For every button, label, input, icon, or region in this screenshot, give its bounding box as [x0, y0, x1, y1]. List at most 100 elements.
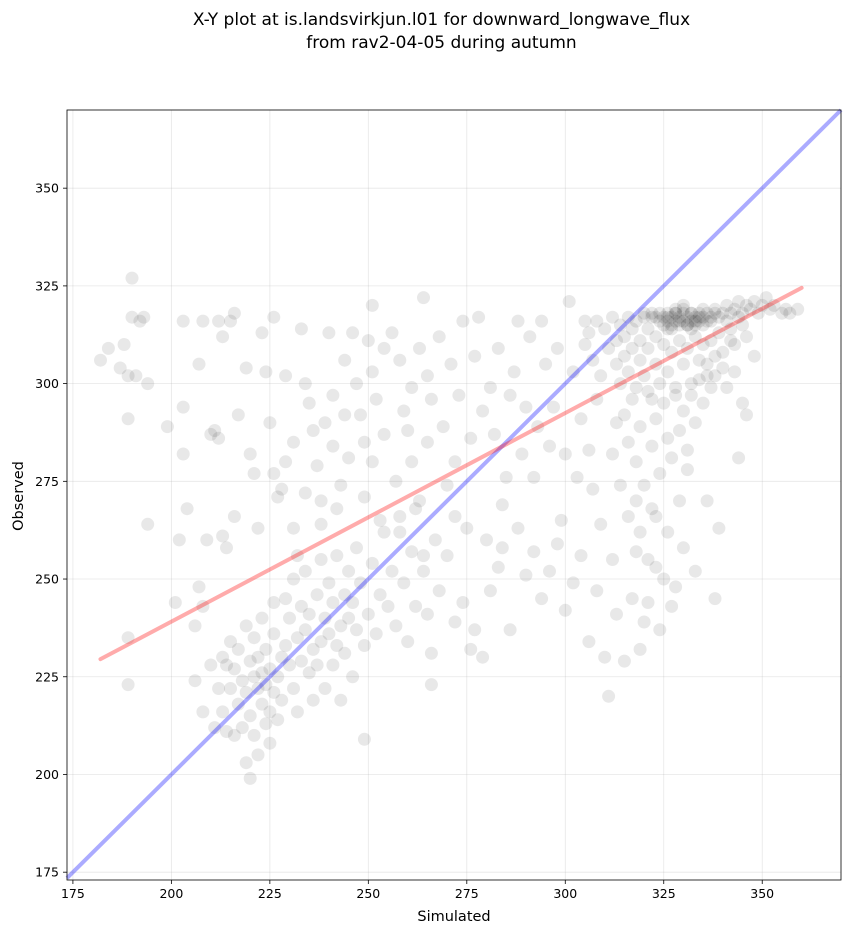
- y-axis-label: Observed: [11, 461, 27, 531]
- scatter-point: [531, 420, 545, 434]
- scatter-point: [460, 521, 474, 535]
- scatter-point: [405, 455, 419, 469]
- scatter-point: [617, 654, 631, 668]
- scatter-point: [704, 381, 718, 394]
- scatter-point: [665, 451, 679, 465]
- scatter-point: [326, 388, 340, 402]
- regression-fit-line: [98, 285, 804, 662]
- scatter-point: [298, 377, 312, 391]
- scatter-point: [306, 424, 320, 437]
- scatter-point: [495, 541, 509, 555]
- scatter-point: [318, 611, 332, 625]
- scatter-point: [511, 314, 525, 328]
- scatter-point: [204, 427, 218, 441]
- scatter-point: [550, 537, 564, 551]
- scatter-point: [247, 467, 261, 480]
- scatter-point: [629, 455, 643, 469]
- scatter-point: [314, 517, 328, 531]
- scatter-point: [342, 564, 356, 578]
- scatter-point: [712, 326, 726, 340]
- scatter-point: [141, 377, 155, 391]
- scatter-point: [491, 341, 505, 355]
- scatter-point: [688, 310, 702, 324]
- scatter-point: [200, 533, 214, 547]
- y-tick-label: 225: [35, 669, 59, 684]
- scatter-point: [696, 310, 710, 324]
- scatter-point: [357, 639, 371, 652]
- scatter-point: [720, 298, 734, 312]
- scatter-point: [704, 314, 718, 328]
- scatter-point: [263, 416, 277, 430]
- scatter-point: [519, 400, 533, 414]
- scatter-point: [440, 549, 454, 563]
- scatter-point: [586, 353, 600, 367]
- scatter-point: [574, 549, 588, 563]
- scatter-point: [235, 721, 249, 735]
- scatter-point: [196, 599, 210, 613]
- scatter-point: [491, 560, 505, 574]
- scatter-point: [732, 451, 746, 465]
- scatter-point: [350, 541, 363, 555]
- scatter-point: [523, 330, 537, 344]
- scatter-point: [724, 334, 738, 348]
- scatter-point: [456, 596, 470, 609]
- scatter-point: [676, 302, 690, 316]
- scatter-point: [243, 654, 257, 668]
- scatter-point: [476, 650, 490, 664]
- scatter-point: [369, 627, 383, 641]
- scatter-point: [334, 478, 348, 492]
- scatter-point: [255, 697, 269, 711]
- scatter-point: [357, 435, 371, 449]
- scatter-point: [216, 529, 230, 543]
- scatter-point: [728, 338, 742, 351]
- scatter-point: [649, 357, 663, 371]
- scatter-point: [216, 330, 230, 344]
- scatter-point: [377, 427, 391, 441]
- scatter-point: [688, 330, 702, 344]
- y-tick-label: 250: [35, 572, 59, 587]
- scatter-point: [661, 306, 675, 320]
- scatter-point: [255, 611, 269, 625]
- scatter-point: [381, 599, 395, 613]
- scatter-point: [700, 494, 714, 508]
- scatter-point: [227, 728, 241, 742]
- scatter-point: [495, 498, 509, 512]
- scatter-point: [101, 341, 115, 355]
- scatter-point: [673, 318, 686, 332]
- scatter-point: [535, 592, 549, 606]
- scatter-point: [743, 302, 757, 316]
- scatter-point: [669, 388, 683, 402]
- scatter-point: [673, 494, 686, 508]
- scatter-point: [346, 326, 360, 340]
- scatter-point: [247, 631, 261, 645]
- scatter-point: [334, 619, 348, 633]
- scatter-point: [688, 314, 702, 328]
- scatter-point: [251, 682, 265, 695]
- scatter-point: [653, 623, 667, 637]
- scatter-point: [267, 627, 281, 641]
- scatter-point: [227, 306, 241, 320]
- scatter-point: [629, 494, 643, 508]
- scatter-point: [424, 646, 438, 660]
- scatter-point: [645, 439, 659, 453]
- scatter-point: [357, 732, 371, 746]
- scatter-point: [208, 424, 222, 437]
- scatter-point: [338, 408, 352, 422]
- scatter-point: [287, 682, 300, 695]
- scatter-point: [712, 521, 726, 535]
- scatter-point: [712, 310, 726, 324]
- scatter-point: [661, 525, 675, 539]
- scatter-point: [629, 545, 643, 559]
- scatter-point: [251, 521, 265, 535]
- scatter-point: [728, 365, 742, 379]
- y-tick-label: 200: [35, 767, 59, 782]
- scatter-point: [314, 553, 328, 566]
- scatter-point: [267, 310, 281, 324]
- scatter-point: [287, 435, 300, 449]
- scatter-point: [342, 611, 356, 625]
- scatter-point: [728, 302, 742, 316]
- scatter-point: [617, 330, 631, 344]
- scatter-point: [243, 709, 257, 723]
- scatter-point: [625, 392, 639, 406]
